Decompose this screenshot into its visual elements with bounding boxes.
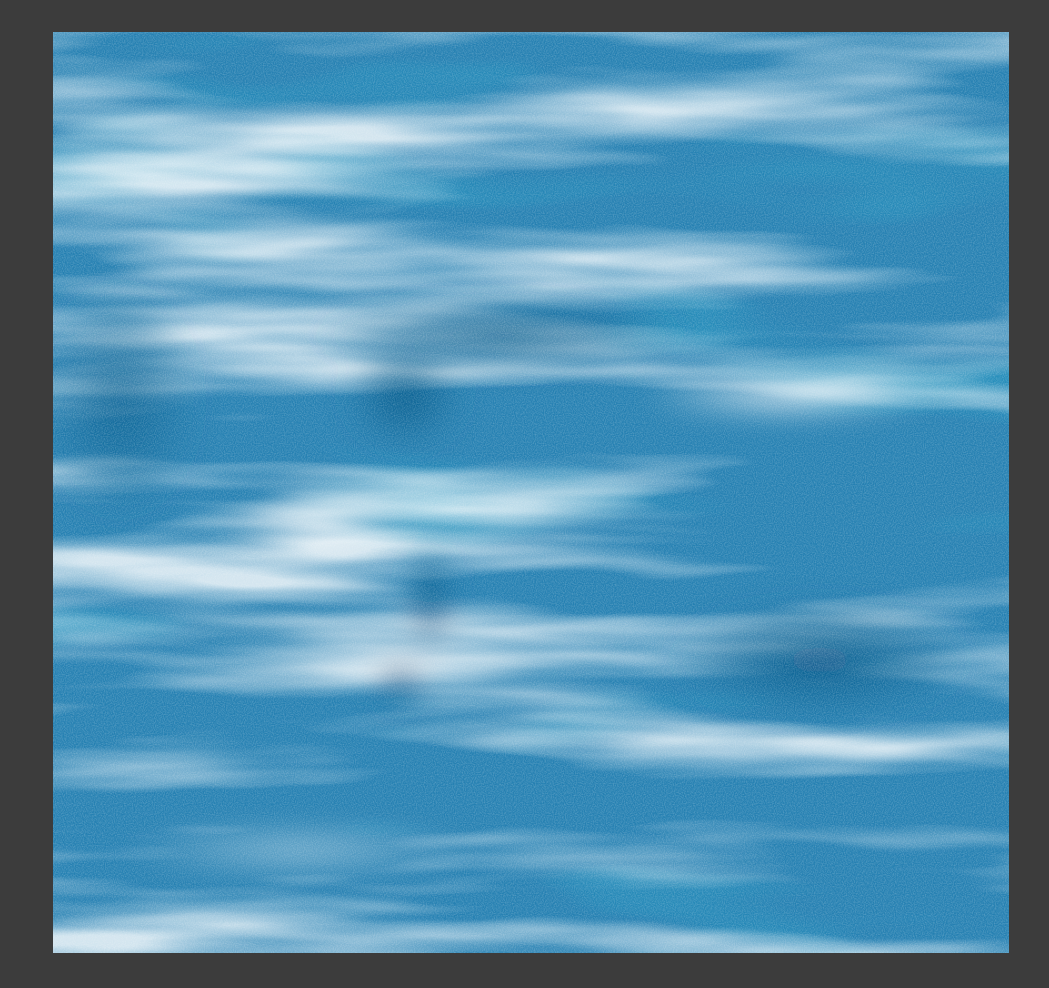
microscopy-image xyxy=(53,32,1009,953)
